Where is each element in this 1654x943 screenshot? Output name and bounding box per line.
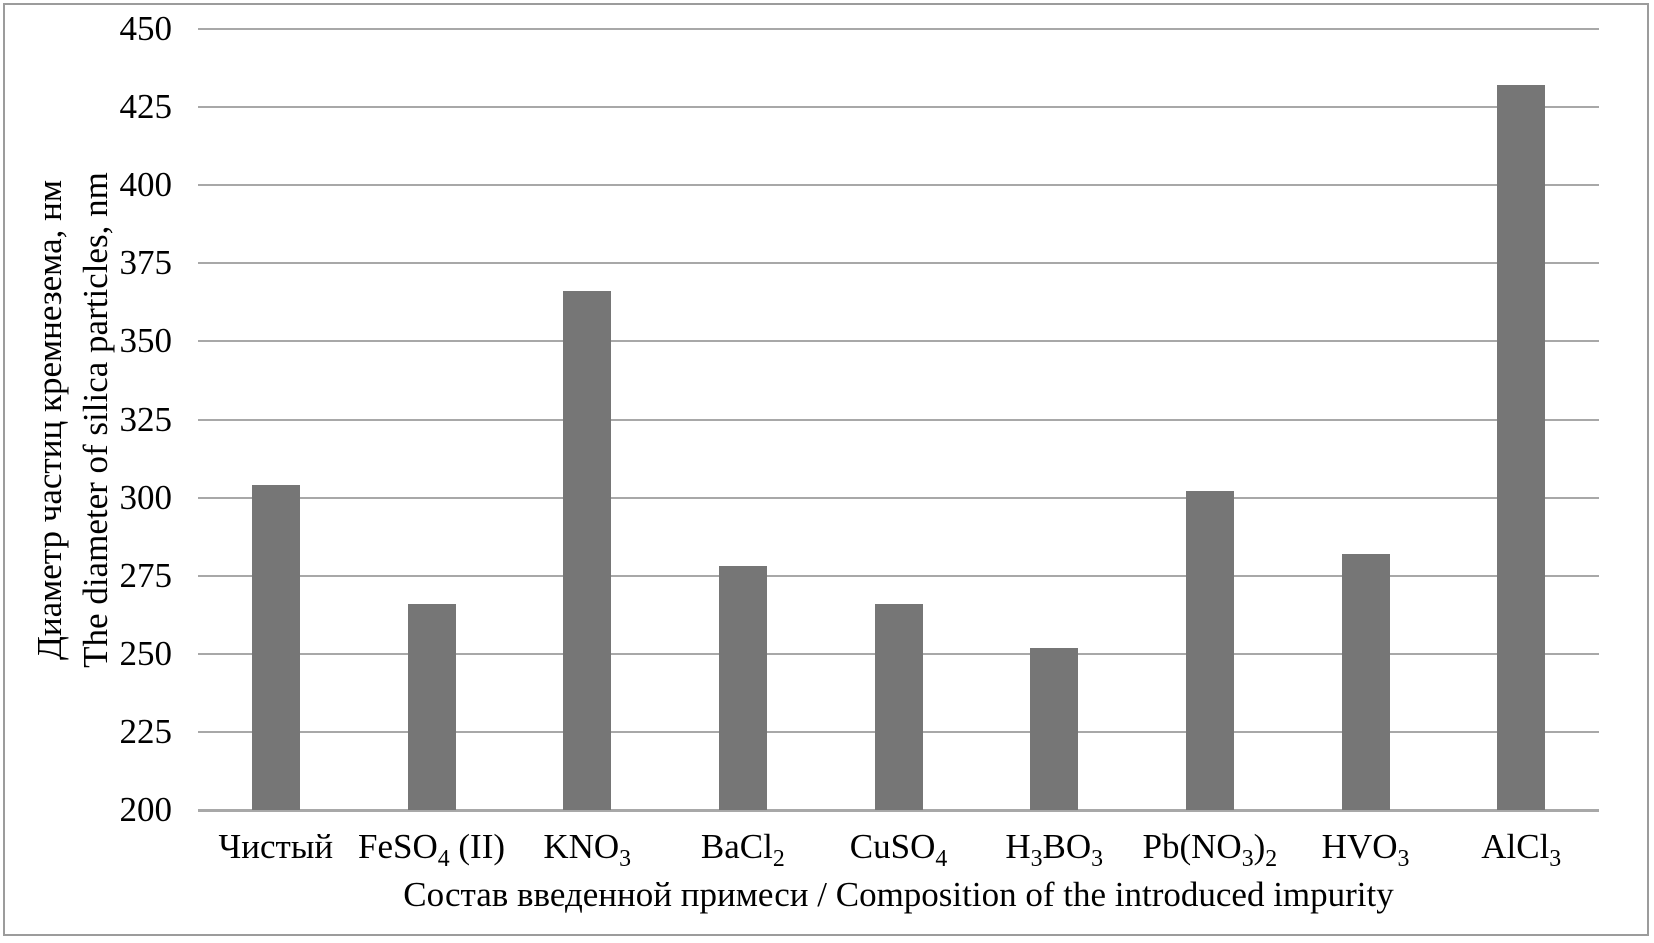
bar-BaCl2 <box>718 566 767 810</box>
x-category-label-HVO3: HVO3 <box>1321 827 1410 872</box>
bar-FeSO4 (II) <box>407 603 456 810</box>
bar-H3BO3 <box>1030 647 1079 810</box>
y-tick-label-425: 425 <box>119 87 173 127</box>
x-category-label-BaCl2: BaCl2 <box>700 827 785 872</box>
gridline-375 <box>198 262 1599 265</box>
bar-HVO3 <box>1341 553 1390 810</box>
y-tick-label-225: 225 <box>119 711 173 751</box>
x-category-label-Pb(NO3)2: Pb(NO3)2 <box>1142 827 1278 872</box>
plot-area <box>198 28 1599 812</box>
x-axis-line <box>198 809 1599 812</box>
x-axis-category-labels: Чистый FeSO4 (II) KNO3 BaCl2 CuSO4 H3BO3 Pb(NO… <box>198 824 1599 872</box>
gridline-425 <box>198 106 1599 109</box>
x-category-label-H3BO3: H3BO3 <box>1005 827 1104 872</box>
gridline-450 <box>198 28 1599 30</box>
x-axis-title: Состав введенной примеси / Composition o… <box>403 875 1394 914</box>
y-tick-label-350: 350 <box>119 321 173 361</box>
y-tick-label-400: 400 <box>119 165 173 205</box>
y-tick-label-275: 275 <box>119 555 173 595</box>
x-category-label-AlCl3: AlCl3 <box>1481 827 1562 872</box>
y-tick-label-450: 450 <box>119 9 173 48</box>
x-category-label-CuSO4: CuSO4 <box>849 827 948 872</box>
bar-CuSO4 <box>874 603 923 810</box>
y-tick-label-200: 200 <box>119 790 173 829</box>
gridline-275 <box>198 574 1599 577</box>
bar-KNO3 <box>563 291 612 810</box>
bar-AlCl3 <box>1497 85 1546 810</box>
x-category-label-FeSO4 (II): FeSO4 (II) <box>357 827 506 872</box>
gridline-350 <box>198 340 1599 343</box>
gridline-400 <box>198 184 1599 187</box>
y-tick-label-300: 300 <box>119 477 173 517</box>
y-tick-label-250: 250 <box>119 633 173 673</box>
gridline-325 <box>198 418 1599 421</box>
bar-Pb(NO3)2 <box>1185 491 1234 810</box>
y-tick-label-325: 325 <box>119 399 173 439</box>
bar-Чистый <box>251 485 300 810</box>
y-tick-label-375: 375 <box>119 243 173 283</box>
x-category-label-Чистый: Чистый <box>218 827 334 866</box>
x-category-label-KNO3: KNO3 <box>543 827 632 872</box>
gridline-300 <box>198 496 1599 499</box>
